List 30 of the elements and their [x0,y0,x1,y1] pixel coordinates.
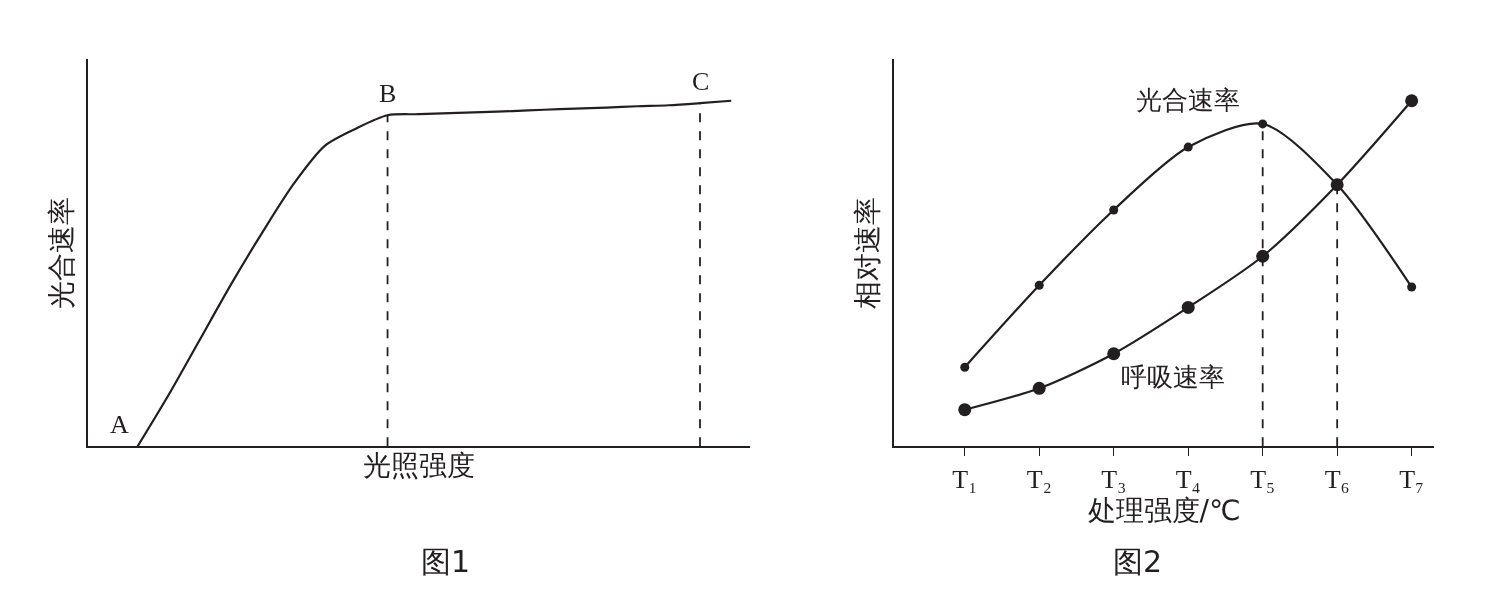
point [1107,347,1121,361]
x-axis-title: 光照强度 [362,449,475,483]
text: 图2 [1113,544,1163,579]
x-tick-label: T₇ [1399,464,1425,494]
point [958,403,972,417]
x-tick-label: T₄ [1175,464,1201,494]
point [960,362,970,372]
point [1034,280,1044,290]
y-axis-title: 相对速率 [851,196,885,309]
annotation: A [110,410,129,439]
x-tick-label: T₅ [1250,464,1276,494]
point [1405,94,1419,108]
point [1183,142,1193,152]
x-tick-label: T₂ [1026,464,1052,494]
x-axis-title: 处理强度/℃ [1087,494,1241,528]
x-tick-label: T₆ [1324,464,1350,494]
point [1256,249,1270,263]
annotation: B [379,79,397,108]
text: 图1 [421,544,471,579]
x-tick-label: T₃ [1101,464,1127,494]
series-label: 光合速率 [1136,85,1240,115]
y-axis-title: 光合速率 [44,196,78,309]
point [1407,282,1417,292]
point [1258,119,1268,129]
point [1181,300,1195,314]
text: C [692,67,710,96]
series-label: 呼吸速率 [1121,362,1225,392]
point [1109,205,1119,215]
point [1032,381,1046,395]
x-tick-label: T₁ [952,464,978,494]
